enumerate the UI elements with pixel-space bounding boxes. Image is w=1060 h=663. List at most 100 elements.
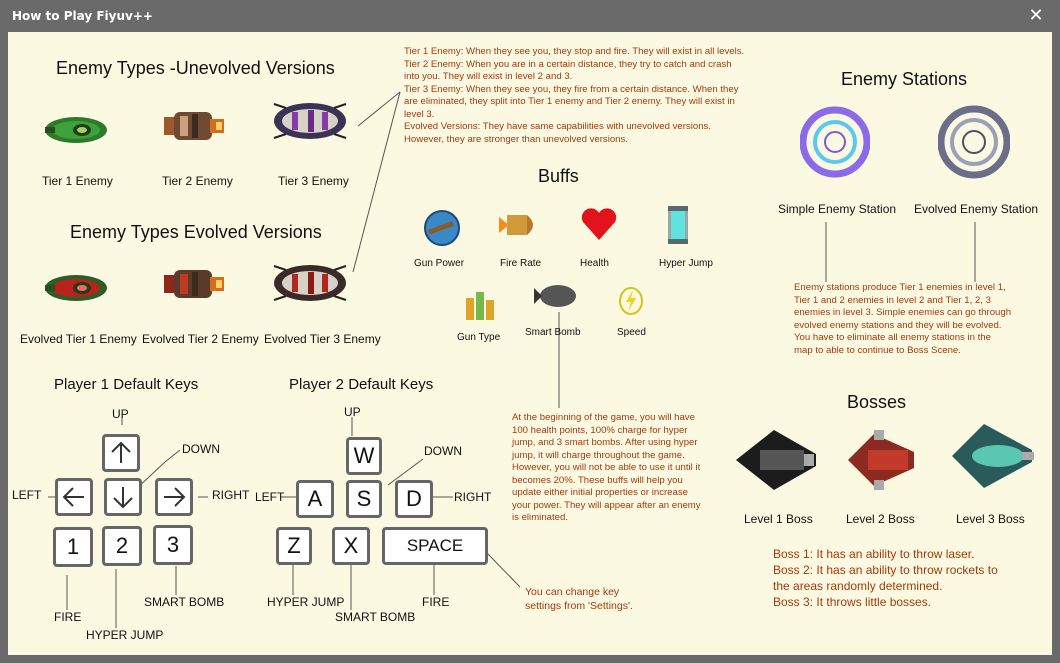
stations-description-line: Tier 1 and 2 enemies in level 2 and Tier… [794,294,991,306]
enemy-description-line: Tier 1 Enemy: When they see you, they st… [404,46,745,57]
gun-power-label: Gun Power [414,258,465,269]
p2-hyper-jump-key-label: Z [287,533,301,558]
p2-fire-key[interactable]: SPACE [382,527,488,565]
stations-description-line: You have to eliminate all enemy stations… [794,332,991,343]
p1-smart-bomb-key[interactable]: 3 [153,525,193,565]
p1-smart-bomb-key-label: 3 [166,532,180,557]
tier1-enemy-label: Tier 1 Enemy [42,174,113,188]
p1-right-key[interactable] [155,478,193,516]
enemy-description-line: Evolved Versions: They have same capabil… [404,121,711,132]
level3-boss-label: Level 3 Boss [956,512,1025,526]
p1-smart-bomb-label: SMART BOMB [144,595,225,609]
window-title: How to Play Fiyuv++ [12,9,153,23]
evolved-station-sprite [938,105,1010,179]
enemy-stations-title: Enemy Stations [841,69,968,89]
fire-rate-label: Fire Rate [500,258,542,269]
bosses-description-line: Boss 1: It has an ability to throw laser… [773,547,975,561]
p2-fire-label: FIRE [422,595,450,609]
p1-left-label: LEFT [12,488,42,502]
p1-hyper-jump-label: HYPER JUMP [86,628,164,642]
p1-left-key[interactable] [55,478,93,516]
stations-description-line: enemies in level 3. Simple enemies can g… [794,307,1012,318]
help-panel: Enemy Types -Unevolved Versions Tier 1 E… [8,32,1052,655]
tier3-enemy-sprite [273,103,347,139]
enemy-description-line: Tier 2 Enemy: When you are in a certain … [404,58,732,70]
evolved-tier3-enemy-sprite [273,265,347,301]
enemy-description-line: into you. They will exist in level 2 and… [404,71,573,82]
buffs-description-line: However, you will not be able to use it … [512,462,701,473]
p2-right-key[interactable]: D [395,480,433,518]
p1-down-key[interactable] [104,478,142,516]
settings-note-line: You can change key [525,586,620,598]
fire-rate-icon [499,215,533,235]
smart-bomb-label: Smart Bomb [525,327,581,338]
buffs-description-line: becomes 20%. These buffs will help you [512,474,683,486]
evolved-tier3-enemy-label: Evolved Tier 3 Enemy [264,332,381,346]
stations-description-line: Enemy stations produce Tier 1 enemies in… [794,282,1006,293]
tier1-enemy-sprite [45,117,107,143]
p1-down-label: DOWN [182,442,220,456]
enemy-description-line: level 3. [404,108,435,120]
buffs-description-line: jump, and 3 smart bombs. After using hyp… [512,437,698,448]
buffs-description-line: jump, it will charge throughout the game… [512,449,685,461]
p2-up-label: UP [344,405,361,419]
p1-fire-key[interactable]: 1 [53,527,93,567]
level1-boss-label: Level 1 Boss [744,512,813,526]
p1-right-label: RIGHT [212,488,250,502]
p2-hyper-jump-key[interactable]: Z [276,527,312,565]
p2-up-key-label: W [353,443,375,468]
enemy-description-line: are eliminated, they split into Tier 1 e… [404,96,735,107]
speed-label: Speed [617,327,646,338]
p2-smart-bomb-key[interactable]: X [332,527,370,565]
buffs-description: At the beginning of the game, you will h… [512,412,732,525]
evolved-station-label: Evolved Enemy Station [914,202,1039,216]
player2-keys-title: Player 2 Default Keys [289,376,434,393]
buffs-description-line: 100 health points, 100% charge for hyper [512,424,688,436]
stations-description-line: map to able to continue to Boss Scene. [794,344,961,356]
health-label: Health [580,258,609,269]
p2-left-key[interactable]: A [296,480,334,518]
tier2-enemy-label: Tier 2 Enemy [162,174,233,188]
bosses-description-line: Boss 3: It throws little bosses. [773,595,932,609]
arrow-right-icon [164,487,186,507]
evolved-tier2-enemy-label: Evolved Tier 2 Enemy [142,332,259,346]
bosses-title: Bosses [847,392,907,412]
p2-up-key[interactable]: W [346,437,382,475]
gun-type-icon [466,292,494,320]
arrow-down-icon [113,487,133,509]
p2-left-key-label: A [307,486,323,511]
arrow-up-icon [111,441,131,463]
level2-boss-sprite [848,430,914,490]
p2-smart-bomb-key-label: X [343,533,359,558]
settings-note-line: settings from 'Settings'. [525,600,633,612]
p1-hyper-jump-key[interactable]: 2 [102,526,142,566]
level1-boss-sprite [736,430,816,490]
gun-type-label: Gun Type [457,332,501,343]
buffs-description-line: your power. They will appear after an en… [512,499,701,511]
p2-fire-key-label: SPACE [406,536,464,555]
bosses-description-line: the areas randomly determined. [773,579,943,593]
evolved-tier2-enemy-sprite [164,270,224,298]
p1-fire-label: FIRE [54,610,82,624]
hyper-jump-label: Hyper Jump [659,258,713,269]
buffs-title: Buffs [538,166,579,186]
simple-station-label: Simple Enemy Station [778,202,897,216]
p2-left-label: LEFT [255,490,285,504]
buffs-description-line: is eliminated. [512,512,568,523]
p2-smart-bomb-label: SMART BOMB [335,610,416,624]
p1-fire-key-label: 1 [66,534,80,559]
settings-note: You can change key settings from 'Settin… [525,585,633,613]
buffs-description-line: update either initial properties or incr… [512,487,688,498]
stations-description: Enemy stations produce Tier 1 enemies in… [794,282,1034,357]
p2-down-label: DOWN [424,444,462,458]
p2-right-key-label: D [406,486,422,511]
health-icon [581,208,617,240]
p2-down-key[interactable]: S [346,480,382,518]
p2-right-label: RIGHT [454,490,492,504]
enemy-description-line: Tier 3 Enemy: When they see you, they fi… [404,83,739,95]
p1-hyper-jump-key-label: 2 [115,533,129,558]
p1-up-key[interactable] [102,434,140,472]
gun-power-icon [424,210,460,246]
close-button[interactable]: ✕ [1022,4,1050,26]
